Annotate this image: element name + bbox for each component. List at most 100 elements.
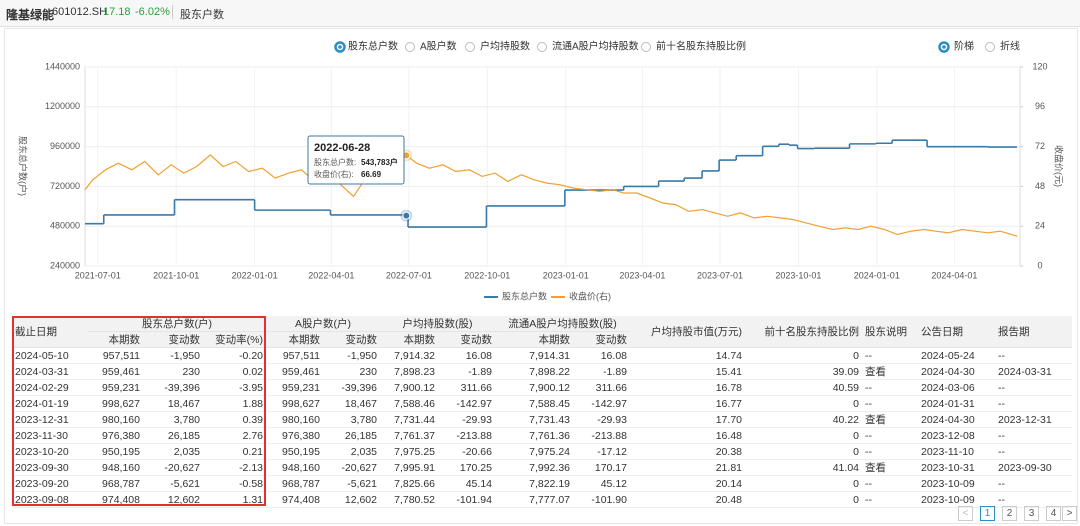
header-cell: 前十名股东持股比例 [745,316,862,348]
tab-title[interactable]: 股东户数 [180,9,224,21]
table-cell: 0 [745,475,862,492]
x-tick-label: 2021-07-01 [75,270,121,280]
header-cell: 本期数 [495,331,573,348]
radio-label[interactable]: 流通A股户均持股数 [552,40,639,53]
table-cell: 7,761.36 [495,427,573,444]
legend-label[interactable]: 股东总户数 [502,290,547,301]
radio-label[interactable]: 阶梯 [954,40,974,53]
header-cell: 本期数 [380,331,438,348]
table-cell: -142.97 [573,395,630,412]
radio-label[interactable]: 户均持股数 [480,40,530,53]
table-cell: 948,160 [88,459,143,476]
table-cell: -142.97 [438,395,495,412]
table-cell: -1,950 [143,347,203,364]
table-cell: 2.76 [203,427,266,444]
radio [405,42,415,52]
table-row: 2024-03-31 959,461 230 0.02 959,461 230 7,898.… [12,363,1072,380]
y2-tick-label: 0 [1037,260,1042,270]
separator [172,5,173,19]
table-cell: 16.77 [630,395,745,412]
table-cell: 170.17 [573,459,630,476]
table-row: 2023-09-20 968,787 -5,621 -0.58 968,787 -5,62… [12,475,1072,492]
page-button[interactable]: 4 [1046,506,1061,521]
table-cell: 40.22 [745,411,862,428]
table-cell: 2024-04-30 [918,411,995,428]
table-cell[interactable]: 查看 [862,363,918,380]
table-cell: 2023-10-20 [12,443,88,460]
table-cell: 21.81 [630,459,745,476]
table-cell[interactable]: 查看 [862,459,918,476]
table-cell: -101.94 [438,491,495,508]
table-cell: 3,780 [143,411,203,428]
table-cell: 7,975.25 [380,443,438,460]
table-cell: 39.09 [745,363,862,380]
table-cell: 7,588.45 [495,395,573,412]
table-cell: -29.93 [573,411,630,428]
table-cell: 2023-10-31 [918,459,995,476]
table-cell: 950,195 [266,443,323,460]
header-row: 截止日期 股东总户数(户) A股户数(户) 户均持股数(股) 流通A股户均持股数(股) 户… [12,316,1072,348]
table-cell: -213.88 [438,427,495,444]
table-cell: 0 [745,427,862,444]
x-tick-label: 2023-04-01 [619,270,665,280]
chart: 股东总户数(户) 收盘价(元) 股东总户数 A股户数 户均持股数 流通A股户均持股数 前… [18,40,1065,302]
page-next[interactable]: > [1062,506,1077,521]
table-cell: 0 [745,491,862,508]
table-cell: 998,627 [88,395,143,412]
table-cell: 976,380 [88,427,143,444]
header-cell: 变动数 [323,331,380,348]
x-tick-label: 2021-10-01 [153,270,199,280]
radio [465,42,475,52]
table-cell: 2023-09-08 [12,491,88,508]
table-cell: 968,787 [266,475,323,492]
table-cell: 2023-10-09 [918,491,995,508]
table-cell: -20,627 [323,459,380,476]
table-cell: 7,900.12 [495,379,573,396]
table-cell: 980,160 [266,411,323,428]
radio-label[interactable]: 股东总户数 [348,40,398,53]
header-cell: 股东总户数(户) [88,316,266,332]
page-button[interactable]: 2 [1002,506,1017,521]
radio-label[interactable]: 前十名股东持股比例 [656,40,746,53]
table-cell[interactable]: 查看 [862,411,918,428]
tooltip-box [307,135,405,185]
table-cell: -5,621 [323,475,380,492]
table-cell: -1,950 [323,347,380,364]
header-cell: 变动数 [438,331,495,348]
page-button[interactable]: 3 [1024,506,1039,521]
page-prev[interactable]: < [958,506,973,521]
page-button[interactable]: 1 [980,506,995,521]
panel [4,28,1078,524]
table-cell: 2023-12-08 [918,427,995,444]
table-cell: 7,825.66 [380,475,438,492]
table-cell: 14.74 [630,347,745,364]
x-tick-label: 2023-01-01 [543,270,589,280]
radio-label[interactable]: 折线 [1000,40,1020,53]
table-cell: 7,780.52 [380,491,438,508]
stock-name: 隆基绿能 [6,8,55,22]
table-cell: -- [995,475,1072,492]
table-cell: 998,627 [266,395,323,412]
table-cell: 2024-02-29 [12,379,88,396]
table-cell: 7,898.23 [380,363,438,380]
x-tick-label: 2022-04-01 [308,270,354,280]
table-cell: 2023-11-30 [12,427,88,444]
radio [985,42,995,52]
table-cell: 0.21 [203,443,266,460]
table-cell: 2023-12-31 [12,411,88,428]
table-cell: 7,975.24 [495,443,573,460]
tooltip-title: 2022-06-28 [314,142,370,154]
radio-label[interactable]: A股户数 [420,40,457,53]
table-row: 2023-10-20 950,195 2,035 0.21 950,195 2,035 7,… [12,443,1072,460]
table-cell: 974,408 [266,491,323,508]
table-cell: 7,777.07 [495,491,573,508]
table-cell: 959,231 [88,379,143,396]
legend-label[interactable]: 收盘价(右) [569,290,611,301]
y2-tick-label: 48 [1035,181,1045,191]
table-cell: 7,588.46 [380,395,438,412]
stock-change: -6.02% [135,6,170,18]
table-cell: -39,396 [143,379,203,396]
y2-tick-label: 72 [1035,141,1045,151]
price-line [84,154,1018,237]
